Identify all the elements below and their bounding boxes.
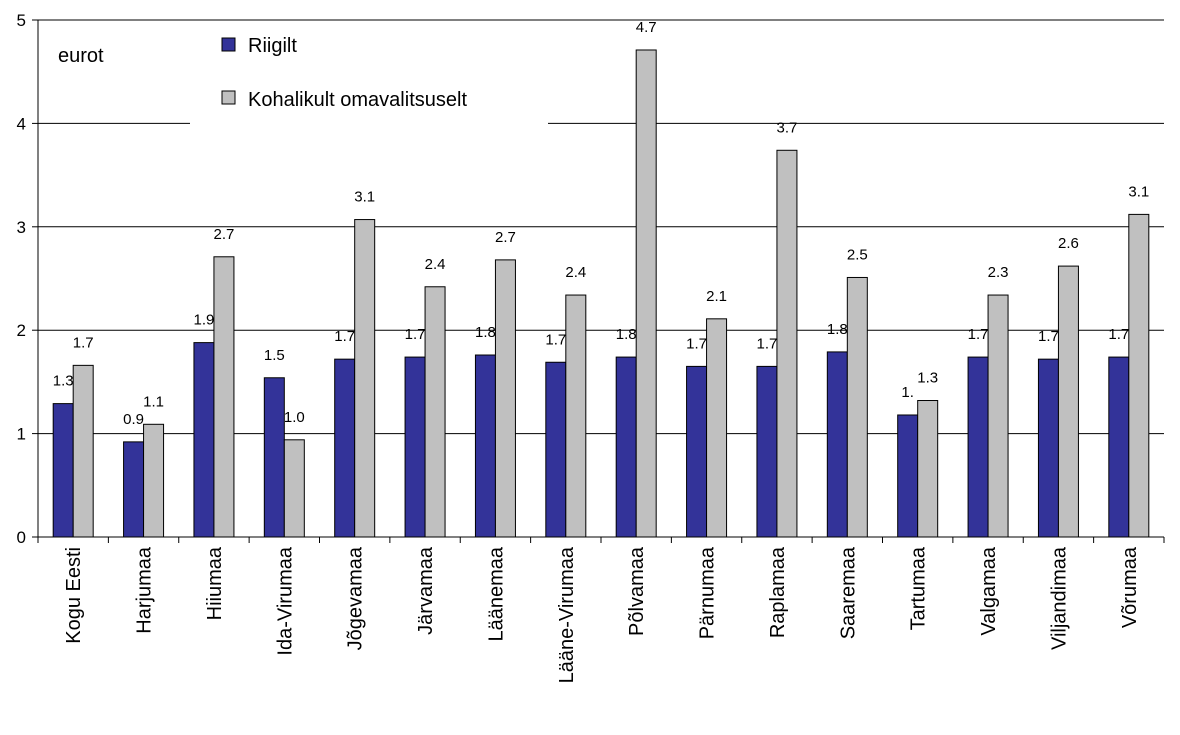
data-label: 2.7 xyxy=(495,229,516,246)
bar-riigilt xyxy=(404,356,426,538)
data-label: 1.1 xyxy=(143,393,164,410)
bar-riigilt xyxy=(967,356,989,538)
bar-kohalikult xyxy=(706,318,728,538)
category-label: Järvamaa xyxy=(415,546,437,635)
bar-kohalikult xyxy=(72,364,94,538)
category-label: Läänemaa xyxy=(485,546,507,641)
bar-kohalikult xyxy=(846,276,868,538)
data-label: 1.7 xyxy=(686,335,707,352)
bar-riigilt xyxy=(756,365,778,538)
data-label: 1.8 xyxy=(616,326,637,343)
y-axis-ticks: 0 1 2 3 4 5 xyxy=(17,11,38,547)
data-label: 3.1 xyxy=(354,189,375,206)
bar-kohalikult xyxy=(635,49,657,538)
data-label: 2.3 xyxy=(988,264,1009,281)
bar-kohalikult xyxy=(987,294,1009,538)
data-label: 1.7 xyxy=(405,326,426,343)
data-label: 1.7 xyxy=(1038,328,1059,345)
data-label: 2.7 xyxy=(214,226,235,243)
data-label: 1.7 xyxy=(334,328,355,345)
legend-swatch-riigilt xyxy=(221,37,236,52)
category-label: Hiiumaa xyxy=(204,546,226,620)
y-tick-label: 5 xyxy=(17,11,26,30)
bar-kohalikult xyxy=(1128,213,1150,538)
bar-kohalikult xyxy=(424,286,446,538)
data-label: 3.7 xyxy=(777,119,798,136)
category-label: Saaremaa xyxy=(837,546,859,639)
bar-riigilt xyxy=(193,342,215,538)
y-tick-label: 4 xyxy=(17,114,26,133)
y-tick-label: 2 xyxy=(17,321,26,340)
bar-kohalikult xyxy=(1057,265,1079,538)
data-label: 1.7 xyxy=(757,335,778,352)
data-labels: 1.3 1.7 0.91.1 1.9 2.7 1.5 1.0 1.7 3.1 1.7 2.4 1.8 2… xyxy=(53,19,1149,428)
category-label: Ida-Virumaa xyxy=(274,546,296,655)
category-label: Lääne-Virumaa xyxy=(556,546,578,683)
bar-kohalikult xyxy=(283,439,305,538)
bar-riigilt xyxy=(615,356,637,538)
category-label: Põlvamaa xyxy=(626,546,648,636)
data-label: 1.8 xyxy=(827,321,848,338)
data-label: 4.7 xyxy=(636,19,657,36)
y-tick-label: 0 xyxy=(17,528,26,547)
bar-riigilt xyxy=(1037,358,1059,538)
legend-label-riigilt: Riigilt xyxy=(248,35,297,57)
data-label: 1.3 xyxy=(917,370,938,387)
axes xyxy=(37,20,1165,543)
bar-kohalikult xyxy=(917,400,939,538)
bar-riigilt xyxy=(263,377,285,538)
data-label: 1.8 xyxy=(475,324,496,341)
bar-kohalikult xyxy=(143,423,165,538)
bar-kohalikult xyxy=(354,219,376,538)
unit-label: eurot xyxy=(58,45,104,67)
bar-riigilt xyxy=(545,361,567,538)
bar-riigilt xyxy=(474,354,496,538)
y-tick-label: 3 xyxy=(17,218,26,237)
category-label: Pärnumaa xyxy=(697,546,719,639)
bar-riigilt xyxy=(52,403,74,538)
data-label: 1.0 xyxy=(284,409,305,426)
category-labels: Kogu Eesti Harjumaa Hiiumaa Ida-Virumaa Jõge… xyxy=(63,546,1141,683)
data-label: 1.7 xyxy=(545,331,566,348)
legend: eurot Riigilt Kohalikult omavalitsuselt xyxy=(50,26,548,124)
bar-kohalikult xyxy=(494,259,516,538)
legend-swatch-kohalikult xyxy=(221,90,236,105)
data-label: 2.5 xyxy=(847,246,868,263)
data-label: 2.1 xyxy=(706,288,727,305)
category-label: Raplamaa xyxy=(767,546,789,638)
category-label: Viljandimaa xyxy=(1048,546,1070,650)
category-label: Võrumaa xyxy=(1119,546,1141,628)
data-label: 1.3 xyxy=(53,373,74,390)
data-label: 1.7 xyxy=(1108,326,1129,343)
data-label: 3.1 xyxy=(1128,183,1149,200)
data-label: 1.7 xyxy=(968,326,989,343)
y-tick-label: 1 xyxy=(17,425,26,444)
bar-riigilt xyxy=(123,441,145,538)
data-label: 2.4 xyxy=(565,264,586,281)
legend-label-kohalikult: Kohalikult omavalitsuselt xyxy=(248,89,467,111)
bar-riigilt xyxy=(686,365,708,538)
category-label: Valgamaa xyxy=(978,546,1000,635)
data-label: 0.9 xyxy=(123,411,144,428)
bar-riigilt xyxy=(334,358,356,538)
bar-riigilt xyxy=(1108,356,1130,538)
data-label: 1.7 xyxy=(73,334,94,351)
bar-riigilt xyxy=(897,414,919,538)
bar-kohalikult xyxy=(565,294,587,538)
category-label: Tartumaa xyxy=(908,546,930,630)
category-label: Jõgevamaa xyxy=(345,546,367,650)
category-label: Kogu Eesti xyxy=(63,547,85,644)
data-label: 2.4 xyxy=(425,256,446,273)
bar-riigilt xyxy=(826,351,848,538)
bar-kohalikult xyxy=(776,149,798,538)
data-label: 1.9 xyxy=(194,312,215,329)
bar-kohalikult xyxy=(213,256,235,538)
data-label: 2.6 xyxy=(1058,235,1079,252)
data-label: 1.5 xyxy=(264,347,285,364)
data-label: 1. xyxy=(901,384,914,401)
category-label: Harjumaa xyxy=(134,546,156,634)
